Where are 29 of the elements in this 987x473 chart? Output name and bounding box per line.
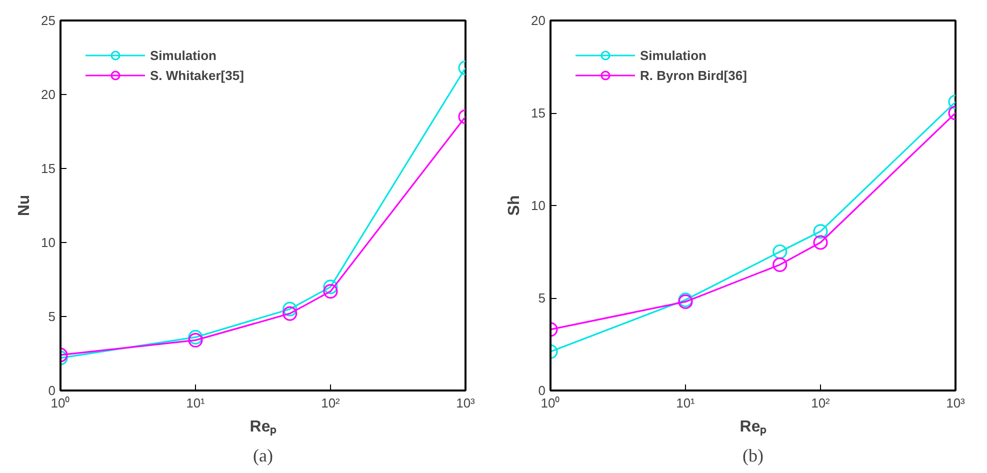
y-tick-label: 20	[41, 87, 56, 102]
x-tick-label: 10²	[811, 396, 831, 410]
x-tick-label: 10³	[456, 396, 476, 410]
legend-label: S. Whitaker[35]	[150, 68, 244, 82]
x-tick-label: 10²	[321, 396, 341, 410]
x-axis-title: Reₚ	[250, 418, 278, 436]
x-tick-label: 10⁰	[50, 396, 70, 410]
text: (a)	[253, 446, 273, 466]
y-axis-title: Sh	[506, 195, 524, 216]
x-axis-title: Reₚ	[740, 418, 768, 436]
y-axis-title: Nu	[16, 194, 34, 216]
y-tick-label: 0	[538, 383, 546, 398]
y-tick-label: 15	[41, 161, 56, 176]
y-tick-label: 5	[538, 290, 546, 306]
legend-label: Simulation	[640, 48, 706, 62]
y-tick-label: 10	[531, 198, 546, 213]
y-tick-label: 25	[41, 13, 56, 28]
y-tick-label: 10	[41, 235, 56, 250]
y-tick-label: 0	[48, 383, 56, 398]
y-tick-label: 20	[531, 13, 546, 28]
y-tick-label: 15	[531, 106, 546, 120]
x-tick-label: 10¹	[186, 396, 206, 410]
x-tick-label: 10⁰	[540, 396, 560, 410]
y-tick-label: 5	[48, 309, 56, 324]
text: (b)	[742, 446, 764, 466]
x-tick-label: 10³	[946, 396, 966, 410]
x-tick-label: 10¹	[676, 396, 696, 410]
legend-label: Simulation	[150, 48, 216, 62]
legend-label: R. Byron Bird[36]	[640, 68, 747, 82]
